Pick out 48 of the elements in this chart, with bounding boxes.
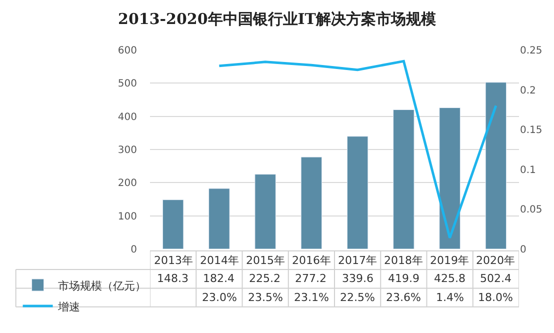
y-tick-label: 100 (118, 211, 137, 222)
data-label: 23.0% (202, 291, 237, 304)
y-tick-label: 600 (118, 46, 137, 56)
legend-label: 市场规模（亿元） (58, 279, 146, 292)
y2-tick-label: 0.15 (520, 125, 542, 136)
y2-tick-label: 0.05 (520, 204, 542, 216)
x-tick-label: 2013年 (154, 254, 193, 267)
bar (300, 156, 322, 249)
data-label: 419.9 (388, 272, 420, 285)
data-label: 277.2 (295, 272, 326, 285)
data-label: 23.1% (294, 291, 329, 304)
bar (439, 108, 460, 249)
x-tick-label: 2018年 (384, 254, 423, 267)
line-series (218, 60, 498, 240)
data-label: 18.0% (478, 291, 513, 304)
data-label: 225.2 (249, 272, 280, 285)
data-label: 502.4 (480, 272, 512, 285)
x-tick-label: 2016年 (292, 254, 331, 267)
legend-label: 增速 (56, 300, 80, 314)
y-tick-label: 500 (118, 78, 137, 90)
data-label: 23.5% (248, 291, 283, 304)
x-tick-label: 2014年 (200, 254, 239, 267)
chart-title: 2013-2020年中国银行业IT解决方案市场规模 (118, 10, 437, 28)
data-label: 23.6% (386, 291, 421, 304)
y2-tick-label: 0.25 (520, 46, 542, 56)
data-label: 1.4% (436, 291, 464, 304)
x-tick-label: 2015年 (246, 254, 285, 267)
x-tick-label: 2019年 (430, 254, 469, 267)
y-tick-label: 0 (130, 244, 137, 256)
x-tick-label: 2017年 (338, 254, 377, 267)
y2-tick-label: 0.2 (520, 85, 536, 96)
bar (485, 82, 507, 249)
bar (346, 136, 368, 249)
x-tick-label: 2020年 (476, 254, 515, 267)
y2-tick-label: 0.1 (520, 164, 536, 176)
y2-tick-label: 0 (520, 244, 526, 256)
data-label: 182.4 (203, 272, 234, 285)
bar (208, 188, 230, 249)
data-label: 148.3 (157, 272, 188, 285)
y-tick-label: 200 (118, 178, 137, 190)
bar (254, 174, 276, 249)
y-tick-label: 400 (118, 112, 137, 123)
y-tick-label: 300 (118, 145, 137, 156)
bar (393, 109, 414, 249)
data-label: 339.6 (342, 272, 374, 285)
data-label: 22.5% (340, 291, 375, 304)
data-label: 425.8 (434, 272, 466, 285)
bar (162, 200, 184, 249)
